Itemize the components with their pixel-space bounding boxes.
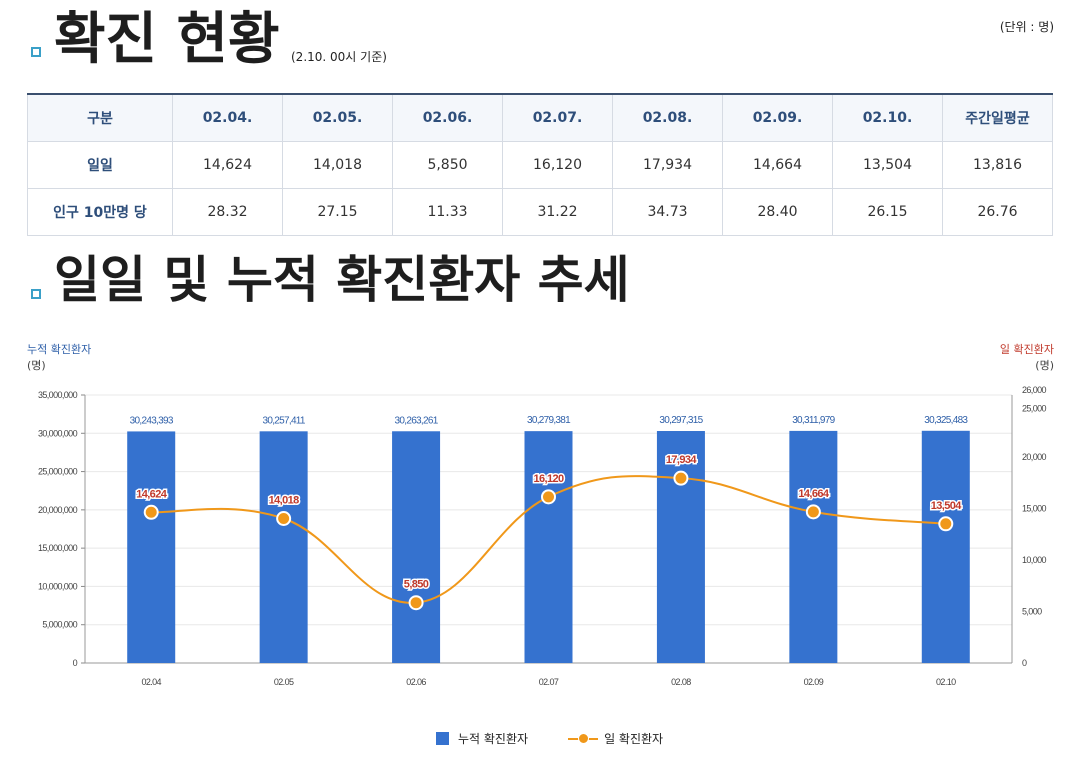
table-cell: 5,850 bbox=[392, 141, 503, 189]
chart-section-title: 일일 및 누적 확진환자 추세 bbox=[54, 251, 630, 309]
x-axis-tick-label: 02.04 bbox=[141, 677, 161, 687]
table-header-cell: 02.10. bbox=[832, 93, 943, 142]
right-axis-tick-label: 5,000 bbox=[1022, 606, 1042, 616]
bar-data-label: 30,325,483 bbox=[924, 415, 968, 426]
x-axis-tick-label: 02.10 bbox=[936, 677, 956, 687]
bar-data-label: 30,311,979 bbox=[792, 415, 835, 426]
right-axis-tick-label: 25,000 bbox=[1022, 403, 1047, 413]
line-data-label: 5,850 bbox=[404, 579, 429, 591]
table-header-cell: 02.07. bbox=[502, 93, 613, 142]
table-header-cell: 02.04. bbox=[172, 93, 283, 142]
bar bbox=[524, 431, 573, 663]
row-label: 일일 bbox=[27, 141, 173, 189]
left-axis-tick-label: 10,000,000 bbox=[38, 581, 78, 591]
bar bbox=[392, 431, 441, 663]
bar bbox=[127, 431, 176, 663]
x-axis-tick-label: 02.09 bbox=[804, 677, 824, 687]
trend-chart: 0 5,000,000 10,000,000 15,000,000 20,000,000… bbox=[38, 385, 1047, 687]
line-point bbox=[276, 511, 292, 527]
table-cell: 13,504 bbox=[832, 141, 943, 189]
line-point bbox=[805, 504, 821, 520]
table-cell: 11.33 bbox=[392, 188, 503, 236]
table-cell: 27.15 bbox=[282, 188, 393, 236]
right-axis-tick-label: 10,000 bbox=[1022, 555, 1047, 565]
line-point bbox=[408, 595, 424, 611]
table-cell: 26.15 bbox=[832, 188, 943, 236]
line-data-label: 16,120 bbox=[533, 473, 564, 485]
right-axis-unit: (명) bbox=[1035, 359, 1054, 372]
table-cell: 28.40 bbox=[722, 188, 833, 236]
left-axis-tick-label: 30,000,000 bbox=[38, 428, 78, 438]
table-header-cell: 02.09. bbox=[722, 93, 833, 142]
bar bbox=[921, 430, 970, 663]
left-axis-tick-label: 25,000,000 bbox=[38, 467, 78, 477]
bar-data-label: 30,297,315 bbox=[659, 415, 703, 426]
row-label: 인구 10만명 당 bbox=[27, 188, 173, 236]
line-data-label: 14,624 bbox=[136, 488, 168, 500]
table-row: 일일 14,624 14,018 5,850 16,120 17,934 14,… bbox=[27, 141, 1053, 189]
left-axis-title: 누적 확진환자 bbox=[27, 343, 92, 356]
left-axis-tick-label: 5,000,000 bbox=[42, 620, 77, 630]
bar bbox=[259, 431, 308, 663]
x-axis-tick-label: 02.06 bbox=[406, 677, 426, 687]
line-point bbox=[143, 504, 159, 520]
x-axis-tick-label: 02.08 bbox=[671, 677, 691, 687]
legend-line-swatch-icon bbox=[568, 732, 599, 745]
unit-note: (단위 : 명) bbox=[999, 20, 1054, 34]
table-cell: 28.32 bbox=[172, 188, 283, 236]
table-cell: 14,624 bbox=[172, 141, 283, 189]
x-axis-tick-label: 02.07 bbox=[539, 677, 559, 687]
right-axis-title: 일 확진환자 bbox=[999, 343, 1054, 356]
table-header-cell: 주간일평균 bbox=[942, 93, 1053, 142]
bar-data-label: 30,243,393 bbox=[130, 415, 174, 426]
line-data-label: 14,018 bbox=[269, 495, 300, 507]
table-cell: 16,120 bbox=[502, 141, 613, 189]
confirmed-cases-table: 구분 02.04. 02.05. 02.06. 02.07. 02.08. 02… bbox=[27, 93, 1053, 236]
table-row: 인구 10만명 당 28.32 27.15 11.33 31.22 34.73 … bbox=[27, 188, 1053, 236]
table-cell: 26.76 bbox=[942, 188, 1053, 236]
table-cell: 17,934 bbox=[612, 141, 723, 189]
left-axis-unit: (명) bbox=[27, 359, 46, 372]
line-data-label: 17,934 bbox=[666, 454, 698, 466]
table-cell: 34.73 bbox=[612, 188, 723, 236]
table-header-cell: 구분 bbox=[27, 93, 173, 142]
left-axis-tick-label: 20,000,000 bbox=[38, 505, 78, 515]
bar-data-label: 30,279,381 bbox=[527, 415, 571, 426]
left-axis-tick-label: 0 bbox=[73, 658, 78, 668]
section-bullet-icon bbox=[31, 47, 41, 57]
table-header-cell: 02.08. bbox=[612, 93, 723, 142]
line-point bbox=[673, 470, 689, 486]
table-cell: 13,816 bbox=[942, 141, 1053, 189]
table-cell: 14,664 bbox=[722, 141, 833, 189]
page-title: 확진 현황 bbox=[54, 7, 280, 72]
bar-data-label: 30,257,411 bbox=[262, 415, 305, 426]
table-cell: 14,018 bbox=[282, 141, 393, 189]
table-cell: 31.22 bbox=[502, 188, 613, 236]
right-axis-tick-label: 20,000 bbox=[1022, 452, 1047, 462]
x-axis-tick-label: 02.05 bbox=[274, 677, 294, 687]
line-data-label: 13,504 bbox=[931, 500, 963, 512]
legend-bar-swatch-icon bbox=[436, 732, 449, 745]
line-data-label: 14,664 bbox=[798, 488, 830, 500]
left-axis-tick-label: 15,000,000 bbox=[38, 543, 78, 553]
legend-line-label: 일 확진환자 bbox=[604, 732, 664, 746]
section-bullet-icon bbox=[31, 289, 41, 299]
table-header-cell: 02.05. bbox=[282, 93, 393, 142]
bar bbox=[789, 430, 838, 663]
line-point bbox=[541, 489, 556, 505]
chart-legend: 누적 확진환자 일 확진환자 bbox=[436, 730, 663, 747]
left-axis-tick-label: 35,000,000 bbox=[38, 390, 78, 400]
right-axis-tick-label: 0 bbox=[1022, 658, 1027, 668]
line-point bbox=[938, 516, 954, 532]
bar-data-label: 30,263,261 bbox=[395, 415, 439, 426]
legend-bar-label: 누적 확진환자 bbox=[458, 732, 529, 746]
table-header-cell: 02.06. bbox=[392, 93, 503, 142]
table-header-row: 구분 02.04. 02.05. 02.06. 02.07. 02.08. 02… bbox=[27, 93, 1053, 142]
base-time-note: (2.10. 00시 기준) bbox=[291, 50, 387, 64]
right-axis-tick-label: 15,000 bbox=[1022, 503, 1047, 513]
right-axis-tick-label: 26,000 bbox=[1022, 385, 1047, 395]
bar bbox=[656, 431, 705, 663]
